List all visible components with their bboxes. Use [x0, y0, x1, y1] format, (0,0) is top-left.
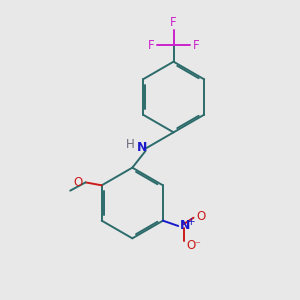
Text: N: N [137, 141, 147, 154]
Text: O: O [73, 176, 83, 189]
Text: N: N [180, 219, 190, 232]
Text: F: F [148, 39, 154, 52]
Text: H: H [126, 139, 134, 152]
Text: ⁻: ⁻ [195, 240, 201, 250]
Text: +: + [187, 217, 195, 227]
Text: F: F [193, 39, 199, 52]
Text: F: F [170, 16, 177, 29]
Text: O: O [186, 239, 195, 252]
Text: O: O [196, 210, 206, 223]
